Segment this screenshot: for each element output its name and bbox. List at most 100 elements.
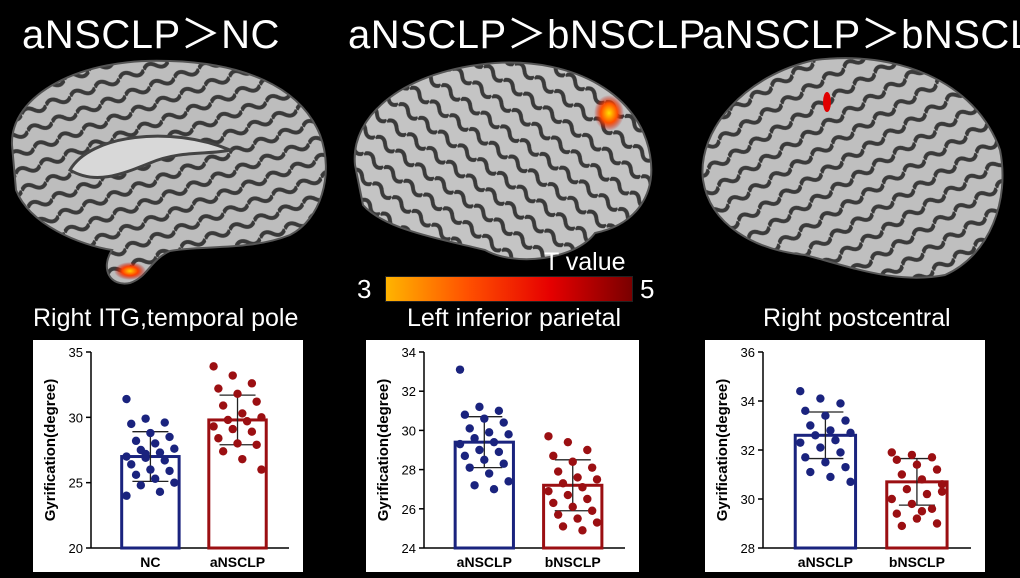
- data-point: [932, 465, 942, 474]
- data-point: [806, 421, 815, 430]
- data-point: [131, 470, 141, 480]
- data-point: [489, 485, 499, 494]
- data-point: [484, 428, 494, 437]
- data-point: [127, 419, 136, 429]
- data-point: [165, 432, 174, 442]
- data-point: [932, 519, 942, 528]
- data-point: [841, 416, 850, 425]
- data-point: [801, 406, 810, 415]
- y-tick-label: 28: [741, 541, 755, 556]
- data-point: [578, 526, 587, 535]
- data-point: [257, 465, 266, 474]
- data-point: [122, 491, 131, 500]
- data-point: [553, 510, 563, 519]
- data-point: [892, 455, 902, 464]
- y-tick-label: 35: [69, 345, 83, 360]
- y-axis-label: Gyrification(degree): [375, 379, 392, 522]
- x-tick-label: bNSCLP: [545, 554, 601, 570]
- data-point: [242, 417, 252, 426]
- data-point: [573, 514, 582, 523]
- data-point: [475, 402, 484, 412]
- data-point: [816, 394, 825, 403]
- colorbar-label: T value: [544, 248, 626, 276]
- data-point: [470, 434, 479, 443]
- data-point: [544, 486, 553, 496]
- data-point: [907, 450, 917, 460]
- data-point: [455, 439, 465, 449]
- data-point: [489, 437, 499, 447]
- data-point: [587, 506, 597, 515]
- data-point: [821, 458, 830, 467]
- data-point: [475, 445, 484, 455]
- data-point: [826, 472, 835, 482]
- bar-chart-1-svg: Gyrification(degree) 20 25 30 35 NC aNSCLP: [42, 345, 289, 570]
- data-point: [499, 418, 508, 427]
- data-point: [573, 473, 582, 482]
- data-point: [811, 431, 820, 440]
- data-point: [558, 522, 568, 531]
- data-point: [218, 447, 228, 456]
- data-point: [223, 415, 233, 425]
- data-point: [209, 362, 218, 371]
- data-point: [131, 436, 141, 446]
- y-tick-label: 25: [69, 476, 83, 491]
- data-point: [922, 489, 932, 499]
- data-point: [494, 447, 504, 457]
- data-point: [568, 502, 577, 512]
- data-point: [912, 514, 922, 523]
- data-point: [247, 427, 257, 436]
- data-point: [233, 389, 242, 399]
- data-point: [460, 410, 470, 419]
- data-point: [122, 452, 131, 461]
- brain-right-lateral-view: [701, 57, 1004, 279]
- data-point: [228, 371, 237, 380]
- region-label-1: Right ITG,temporal pole: [33, 304, 299, 332]
- data-point: [806, 467, 815, 477]
- data-point: [499, 459, 508, 468]
- data-point: [553, 467, 563, 476]
- data-point: [155, 487, 165, 497]
- data-point: [902, 485, 912, 494]
- x-tick-label: NC: [140, 554, 160, 570]
- data-point: [937, 487, 947, 496]
- data-point: [504, 477, 513, 486]
- data-point: [927, 504, 937, 513]
- bar-chart-1: Gyrification(degree) 20 25 30 35 NC aNSCLP: [33, 340, 303, 572]
- data-point: [504, 430, 513, 439]
- data-point: [470, 481, 479, 490]
- y-tick-label: 34: [741, 394, 755, 409]
- y-tick-label: 26: [402, 502, 416, 517]
- data-point: [592, 475, 602, 484]
- data-point: [796, 438, 805, 447]
- y-tick-label: 30: [741, 492, 755, 507]
- bar-chart-3: Gyrification(degree) 28 30 32 34 36 aNSCLP bNSC…: [705, 340, 985, 572]
- data-point: [136, 481, 146, 490]
- data-point: [465, 424, 474, 433]
- region-label-3: Right postcentral: [763, 304, 951, 332]
- data-point: [912, 460, 922, 469]
- data-point: [836, 399, 845, 408]
- data-point: [927, 453, 937, 462]
- data-point: [122, 394, 131, 404]
- data-point: [592, 518, 602, 527]
- y-tick-label: 30: [402, 423, 416, 438]
- data-point: [578, 483, 587, 492]
- y-tick-label: 30: [69, 410, 83, 425]
- data-point: [836, 448, 845, 457]
- y-tick-label: 24: [402, 541, 416, 556]
- data-point: [252, 440, 261, 449]
- data-point: [583, 445, 592, 455]
- data-point: [907, 499, 917, 509]
- data-point: [214, 384, 223, 393]
- data-point: [841, 462, 850, 472]
- data-point: [141, 449, 150, 459]
- x-tick-label: aNSCLP: [210, 554, 265, 570]
- data-point: [494, 406, 504, 415]
- colorbar-max-label: 5: [640, 274, 655, 304]
- y-tick-label: 34: [402, 345, 416, 360]
- data-point: [150, 439, 160, 448]
- y-tick-label: 32: [741, 443, 755, 458]
- data-point: [587, 463, 597, 472]
- panel-title-2: aNSCLP＞bNSCLP: [348, 13, 706, 57]
- data-point: [150, 474, 160, 483]
